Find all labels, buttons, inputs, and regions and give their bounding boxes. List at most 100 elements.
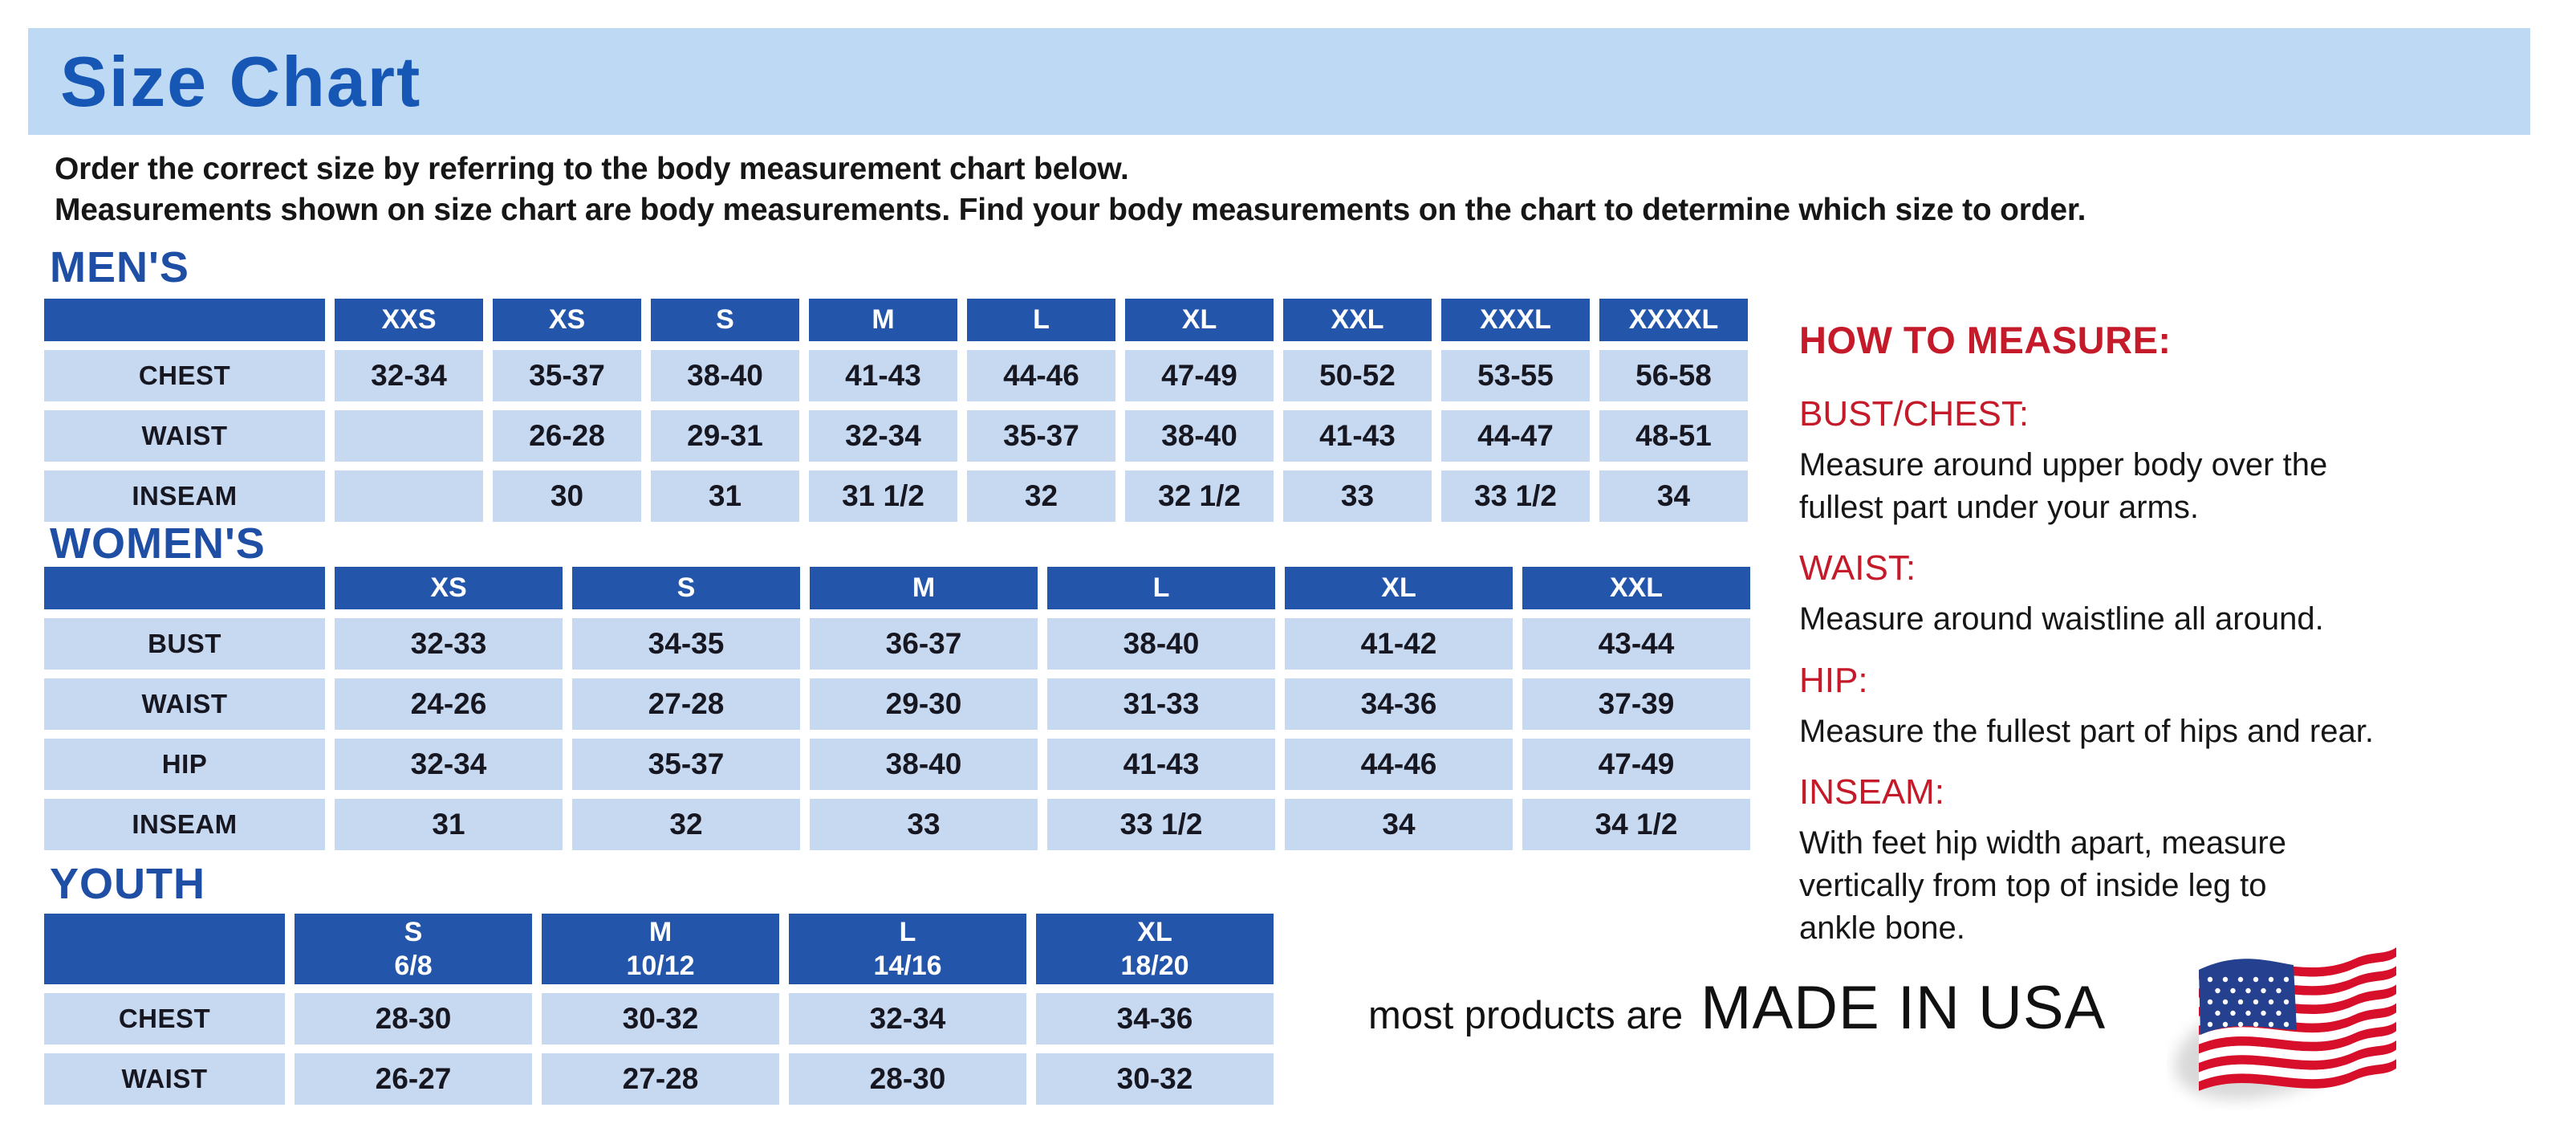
size-value-cell: 38-40 <box>1125 410 1274 462</box>
size-value-cell: 31 1/2 <box>809 470 957 522</box>
how-to-measure-title: HOW TO MEASURE: <box>1799 319 2172 361</box>
size-value-cell: 33 1/2 <box>1441 470 1590 522</box>
measure-instruction-inseam: INSEAM: With feet hip width apart, measu… <box>1799 772 2525 951</box>
size-value-cell: 41-43 <box>1047 739 1275 790</box>
flag-star <box>2283 1021 2290 1028</box>
size-value-cell: 41-42 <box>1285 618 1513 670</box>
size-value-cell: 56-58 <box>1599 350 1748 401</box>
flag-stripe-red <box>2199 1059 2396 1091</box>
column-header-cell: XL <box>1285 567 1513 609</box>
size-value-cell: 44-47 <box>1441 410 1590 462</box>
size-value-cell: 34 <box>1285 799 1513 850</box>
size-value-cell: 38-40 <box>651 350 799 401</box>
size-value-cell: 33 <box>810 799 1038 850</box>
flag-star <box>2261 1010 2266 1016</box>
mens-size-table: XXS XS S M L XL XXL XXXL XXXXL CHEST 32-34 35-37 38-… <box>44 299 1748 522</box>
flag-star <box>2237 976 2244 983</box>
flag-stripe-white <box>2199 1012 2396 1044</box>
flag-star <box>2207 1021 2213 1028</box>
column-header-cell: XXXL <box>1441 299 1590 341</box>
flag-stars <box>2207 976 2290 1028</box>
flag-star <box>2245 987 2251 994</box>
size-value-cell: 47-49 <box>1522 739 1750 790</box>
row-label-cell: WAIST <box>44 1053 285 1105</box>
size-value-cell: 48-51 <box>1599 410 1748 462</box>
flag-star <box>2230 1010 2236 1016</box>
size-value-cell: 29-30 <box>810 678 1038 730</box>
size-value-cell: 41-43 <box>1283 410 1432 462</box>
measure-label: WAIST: <box>1799 548 1916 588</box>
size-value-cell: 32-34 <box>335 739 563 790</box>
measure-label: HIP: <box>1799 660 1868 700</box>
column-header-cell: S <box>651 299 799 341</box>
flag-star <box>2215 1010 2220 1016</box>
size-value-cell: 28-30 <box>295 993 532 1044</box>
footer-prefix: most products are <box>1368 994 1684 1037</box>
size-value-cell: 29-31 <box>651 410 799 462</box>
column-header-cell: XXL <box>1522 567 1750 609</box>
size-value-cell: 38-40 <box>1047 618 1275 670</box>
measure-label: BUST/CHEST: <box>1799 394 2030 434</box>
size-value-cell: 53-55 <box>1441 350 1590 401</box>
size-value-cell: 31 <box>335 799 563 850</box>
measure-instruction-waist: WAIST: Measure around waistline all arou… <box>1799 548 2525 641</box>
youth-size-table: S 6/8 M 10/12 L 14/16 XL 18/20 CHEST 28-30 30-… <box>44 914 1274 1105</box>
flag-star <box>2222 976 2229 983</box>
measure-text: Measure the fullest part of hips and rea… <box>1799 713 2374 749</box>
measure-text: With feet hip width apart, measure verti… <box>1799 825 2286 947</box>
size-value-cell: 35-37 <box>572 739 800 790</box>
measure-text: Measure around waistline all around. <box>1799 601 2324 637</box>
row-label-cell: INSEAM <box>44 470 325 522</box>
measure-text: Measure around upper body over the fulle… <box>1799 447 2328 526</box>
size-value-cell: 24-26 <box>335 678 563 730</box>
flag-stripe-red <box>2199 1021 2396 1054</box>
row-label-cell: CHEST <box>44 350 325 401</box>
size-value-cell: 33 1/2 <box>1047 799 1275 850</box>
flag-star <box>2230 987 2236 994</box>
flag-star <box>2268 976 2274 983</box>
size-value-cell: 32-34 <box>335 350 483 401</box>
measure-instruction-hip: HIP: Measure the fullest part of hips an… <box>1799 661 2525 753</box>
size-value-cell: 44-46 <box>1285 739 1513 790</box>
table-corner-cell <box>44 567 325 609</box>
measure-label: INSEAM: <box>1799 772 1944 812</box>
row-label-cell: WAIST <box>44 410 325 462</box>
size-value-cell: 47-49 <box>1125 350 1274 401</box>
title-banner: Size Chart <box>28 28 2530 135</box>
flag-star <box>2237 999 2244 1005</box>
size-value-cell: 34-36 <box>1285 678 1513 730</box>
column-header-cell: XS <box>493 299 641 341</box>
flag-star <box>2237 1021 2244 1028</box>
column-header-cell: L 14/16 <box>789 914 1026 984</box>
size-value-cell: 26-27 <box>295 1053 532 1105</box>
column-header-cell: XXXXL <box>1599 299 1748 341</box>
size-value-cell <box>335 410 483 462</box>
row-label-cell: WAIST <box>44 678 325 730</box>
flag-star <box>2245 1010 2251 1016</box>
section-heading-mens: MEN'S <box>50 243 189 291</box>
column-header-cell: M <box>809 299 957 341</box>
column-header-cell: M 10/12 <box>542 914 779 984</box>
row-label-cell: INSEAM <box>44 799 325 850</box>
size-value-cell: 34 1/2 <box>1522 799 1750 850</box>
size-value-cell: 41-43 <box>809 350 957 401</box>
size-value-cell: 30-32 <box>1036 1053 1274 1105</box>
size-value-cell: 32 <box>572 799 800 850</box>
column-header-cell: M <box>810 567 1038 609</box>
made-in-usa-note: most products are MADE IN USA <box>1368 973 2106 1043</box>
row-label-cell: HIP <box>44 739 325 790</box>
size-value-cell: 30 <box>493 470 641 522</box>
size-value-cell: 38-40 <box>810 739 1038 790</box>
size-value-cell: 27-28 <box>572 678 800 730</box>
flag-stripe-red <box>2199 1003 2396 1036</box>
size-value-cell: 31-33 <box>1047 678 1275 730</box>
column-header-cell: S 6/8 <box>295 914 532 984</box>
flag-star <box>2253 1021 2259 1028</box>
flag-star <box>2276 987 2281 994</box>
size-value-cell: 34 <box>1599 470 1748 522</box>
size-value-cell: 43-44 <box>1522 618 1750 670</box>
measure-instruction-bust-chest: BUST/CHEST: Measure around upper body ov… <box>1799 394 2525 529</box>
flag-star <box>2207 999 2213 1005</box>
flag-star <box>2268 1021 2274 1028</box>
